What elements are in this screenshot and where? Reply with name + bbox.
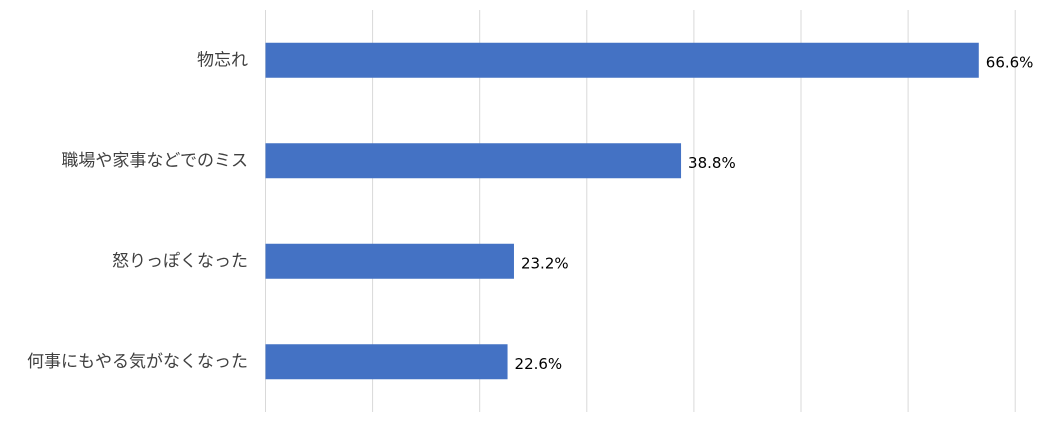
data-label: 23.2% (521, 254, 569, 272)
bar (265, 143, 682, 179)
category-label: 職場や家事などでのミス (61, 151, 248, 171)
data-label: 22.6% (515, 355, 563, 373)
category-label: 物忘れ (197, 50, 248, 70)
category-label: 何事にもやる気がなくなった (27, 352, 248, 372)
bar (265, 243, 514, 279)
data-labels: 66.6% 38.8% 23.2% 22.6% (515, 53, 1034, 373)
data-label: 66.6% (986, 53, 1034, 71)
data-label: 38.8% (688, 154, 736, 172)
bars (265, 42, 979, 380)
bar (265, 344, 508, 380)
category-label: 怒りっぽくなった (112, 251, 248, 271)
bar (265, 42, 979, 78)
